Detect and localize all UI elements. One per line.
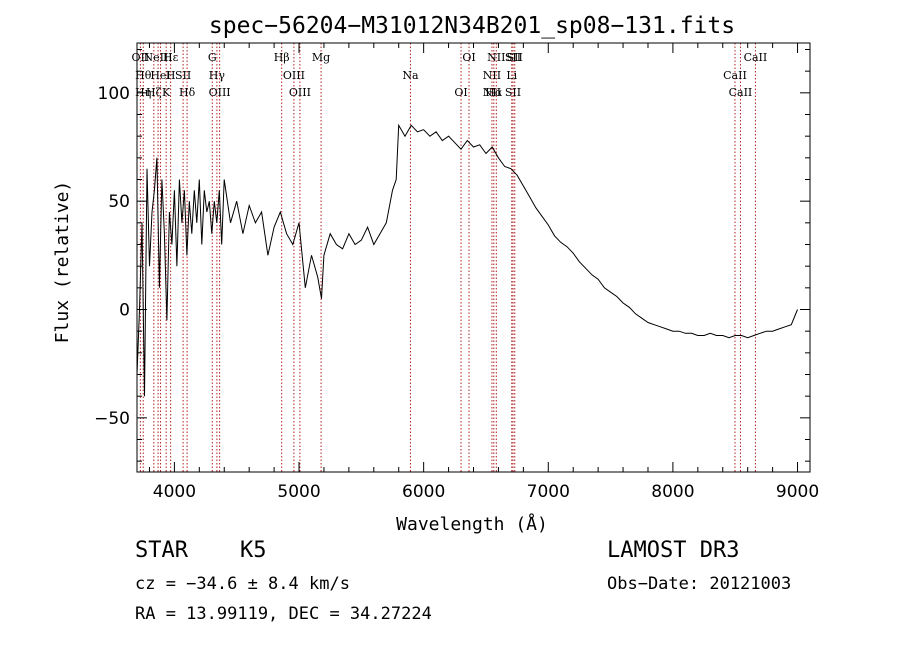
line-label: OI: [454, 86, 467, 99]
line-label: H: [166, 69, 176, 82]
line-label: CaII: [723, 69, 747, 82]
y-tick-label: 50: [108, 192, 130, 212]
line-label: CaII: [744, 51, 768, 64]
line-label: Li: [506, 69, 517, 82]
line-label: OII: [132, 51, 150, 64]
observation-date: Obs−Date: 20121003: [607, 574, 792, 594]
line-label: Hζ: [146, 86, 162, 99]
line-label: SII: [505, 51, 521, 64]
line-label: OIII: [289, 86, 311, 99]
spectral-line-markers: [139, 43, 756, 472]
line-label: Hε: [163, 51, 179, 64]
sky-coordinates: RA = 13.99119, DEC = 34.27224: [135, 604, 432, 624]
chart-title: spec−56204−M31012N34B201_sp08−131.fits: [209, 13, 735, 39]
x-axis: 4000 5000 6000 7000 8000 9000: [148, 43, 819, 502]
line-label: G: [208, 51, 217, 64]
x-tick-label: 8000: [651, 482, 694, 502]
line-label: K: [162, 86, 171, 99]
line-label: SII: [507, 51, 523, 64]
line-label: Hγ: [209, 69, 226, 82]
x-tick-label: 5000: [277, 482, 320, 502]
x-tick-label: 6000: [402, 482, 445, 502]
object-class: STAR: [135, 538, 188, 563]
x-tick-label: 9000: [776, 482, 819, 502]
line-label: OI: [462, 51, 475, 64]
line-label: SII: [175, 69, 191, 82]
redshift-velocity: cz = −34.6 ± 8.4 km/s: [135, 574, 350, 594]
x-tick-label: 7000: [527, 482, 570, 502]
line-label: SII: [505, 86, 521, 99]
line-label: Hδ: [179, 86, 196, 99]
line-label: Mg: [312, 51, 330, 64]
line-label: Hθ: [135, 69, 152, 82]
line-label: Hα: [485, 86, 503, 99]
line-label: OIII: [209, 86, 231, 99]
y-tick-label: −50: [94, 409, 130, 429]
line-label: HeI: [150, 69, 170, 82]
x-axis-label: Wavelength (Å): [396, 513, 548, 535]
line-label: Hβ: [274, 51, 290, 64]
plot-frame: [136, 42, 811, 473]
line-label: OIII: [283, 69, 305, 82]
spectrum-series-line: [136, 123, 798, 397]
line-label: CaII: [729, 86, 753, 99]
line-label: NeIII: [143, 51, 172, 64]
line-label: NII: [483, 69, 501, 82]
survey-release: LAMOST DR3: [607, 538, 740, 563]
object-subclass: K5: [240, 538, 267, 563]
y-axis: −50 0 50 100: [94, 49, 810, 462]
y-axis-label: Flux (relative): [52, 181, 73, 344]
line-label: NII: [483, 86, 501, 99]
y-tick-label: 100: [98, 84, 130, 104]
line-label: NII: [487, 51, 505, 64]
y-tick-label: 0: [119, 301, 130, 321]
x-tick-label: 4000: [153, 482, 196, 502]
line-label: Na: [402, 69, 419, 82]
